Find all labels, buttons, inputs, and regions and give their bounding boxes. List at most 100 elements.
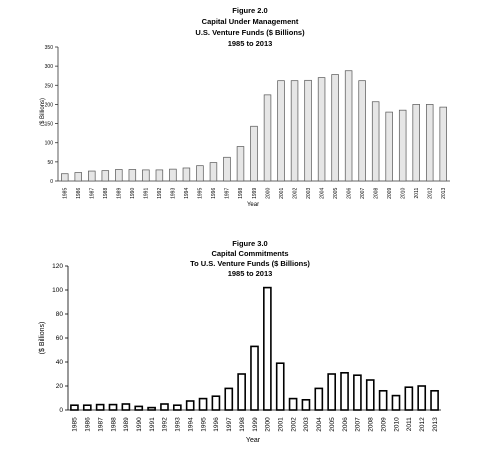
- bar-capital-under-management: [439, 106, 447, 182]
- x-tick-label: 2007: [355, 417, 362, 432]
- chart-subtitle: To U.S. Venture Funds ($ Billions): [190, 259, 310, 268]
- x-tick-label: 1985: [72, 417, 79, 432]
- chart-figure-label: Figure 3.0: [232, 239, 267, 248]
- x-tick-label: 1992: [162, 417, 169, 432]
- bar-capital-under-management: [398, 109, 407, 182]
- x-tick-label: 1997: [225, 188, 231, 199]
- chart-title: Capital Under Management: [202, 17, 299, 26]
- bar-capital-under-management: [61, 173, 69, 182]
- bar-capital-under-management: [317, 77, 326, 182]
- x-tick-label: 1985: [63, 188, 69, 199]
- bar-capital-commitments: [95, 403, 105, 411]
- x-tick-label: 1996: [213, 417, 220, 432]
- bar-capital-under-management: [263, 94, 272, 182]
- x-tick-label: 2007: [360, 188, 366, 199]
- x-tick-label: 1987: [90, 188, 96, 199]
- chart-title: Capital Commitments: [211, 249, 288, 258]
- bar-capital-under-management: [115, 169, 123, 182]
- y-tick-label: 0: [50, 179, 53, 185]
- x-tick-label: 2002: [290, 417, 297, 432]
- y-tick-label: 250: [45, 83, 54, 89]
- y-tick-label: 350: [45, 45, 54, 51]
- x-tick-label: 1991: [144, 188, 150, 199]
- x-tick-label: 1999: [252, 188, 258, 199]
- x-tick-label: 1991: [149, 417, 156, 432]
- x-tick-label: 1995: [200, 417, 207, 432]
- x-tick-label: 2006: [342, 417, 349, 432]
- chart-period: 1985 to 2013: [228, 269, 273, 278]
- bar-capital-under-management: [412, 104, 420, 182]
- y-tick-label: 60: [56, 335, 64, 342]
- y-tick-label: 100: [45, 141, 54, 147]
- bar-capital-commitments: [430, 389, 439, 411]
- x-tick-label: 1988: [103, 188, 109, 199]
- x-tick-label: 2001: [277, 417, 284, 432]
- bar-capital-commitments: [211, 395, 221, 411]
- bar-capital-commitments: [224, 387, 234, 411]
- x-tick-label: 2012: [427, 188, 433, 199]
- bar-capital-commitments: [121, 403, 131, 411]
- x-tick-label: 1992: [157, 188, 163, 199]
- bar-capital-commitments: [250, 345, 259, 411]
- x-tick-label: 2000: [265, 417, 272, 432]
- bar-capital-under-management: [331, 74, 339, 182]
- y-tick-label: 50: [47, 160, 53, 166]
- bar-capital-commitments: [340, 371, 349, 411]
- x-tick-label: 2002: [292, 188, 298, 199]
- x-tick-label: 1986: [85, 417, 92, 432]
- bar-capital-under-management: [101, 170, 110, 182]
- bar-capital-under-management: [344, 70, 353, 182]
- bar-capital-under-management: [371, 101, 380, 182]
- bar-capital-under-management: [196, 165, 204, 182]
- bar-capital-under-management: [209, 162, 218, 182]
- x-tick-label: 1994: [184, 188, 190, 199]
- bar-capital-commitments: [301, 398, 311, 411]
- chart-period: 1985 to 2013: [228, 39, 273, 48]
- bar-capital-under-management: [155, 169, 164, 182]
- x-tick-label: 2010: [393, 417, 400, 432]
- x-tick-label: 1999: [252, 417, 259, 432]
- x-tick-label: 2010: [400, 188, 406, 199]
- x-tick-label: 1990: [130, 188, 136, 199]
- bar-capital-commitments: [237, 373, 246, 411]
- x-tick-label: 1987: [97, 417, 104, 432]
- x-tick-label: 1997: [226, 417, 233, 432]
- bar-capital-commitments: [82, 404, 92, 411]
- bar-capital-commitments: [172, 404, 182, 411]
- x-tick-label: 2005: [329, 417, 336, 432]
- x-tick-label: 2013: [432, 417, 439, 432]
- bar-capital-under-management: [223, 156, 231, 182]
- bar-capital-commitments: [288, 397, 298, 411]
- bar-capital-under-management: [425, 104, 434, 182]
- bar-capital-commitments: [160, 403, 169, 411]
- bar-capital-under-management: [142, 169, 150, 182]
- y-axis-label: ($ Billions): [40, 98, 46, 126]
- bar-capital-under-management: [182, 167, 191, 182]
- bar-capital-commitments: [365, 379, 375, 411]
- bar-capital-commitments: [275, 362, 285, 411]
- bar-capital-under-management: [358, 80, 366, 182]
- x-tick-label: 1998: [239, 417, 246, 432]
- bar-capital-under-management: [290, 80, 299, 182]
- x-tick-label: 1993: [171, 188, 177, 199]
- x-axis-label: Year: [247, 202, 259, 208]
- y-tick-label: 100: [52, 287, 63, 294]
- bar-capital-commitments: [185, 400, 195, 411]
- y-axis-label: ($ Billions): [39, 322, 46, 355]
- x-tick-label: 2009: [380, 417, 387, 432]
- bar-capital-under-management: [88, 170, 96, 182]
- bar-capital-commitments: [263, 286, 272, 411]
- bar-capital-under-management: [128, 169, 137, 182]
- bar-capital-under-management: [304, 79, 312, 182]
- x-tick-label: 2003: [306, 188, 312, 199]
- x-tick-label: 2000: [265, 188, 271, 199]
- x-tick-label: 2009: [387, 188, 393, 199]
- x-tick-label: 1989: [117, 188, 123, 199]
- bar-capital-commitments: [404, 386, 414, 411]
- x-tick-label: 1993: [175, 417, 182, 432]
- x-axis-label: Year: [246, 437, 261, 444]
- bar-capital-commitments: [198, 397, 208, 411]
- x-tick-label: 1989: [123, 417, 130, 432]
- x-tick-label: 1990: [136, 417, 143, 432]
